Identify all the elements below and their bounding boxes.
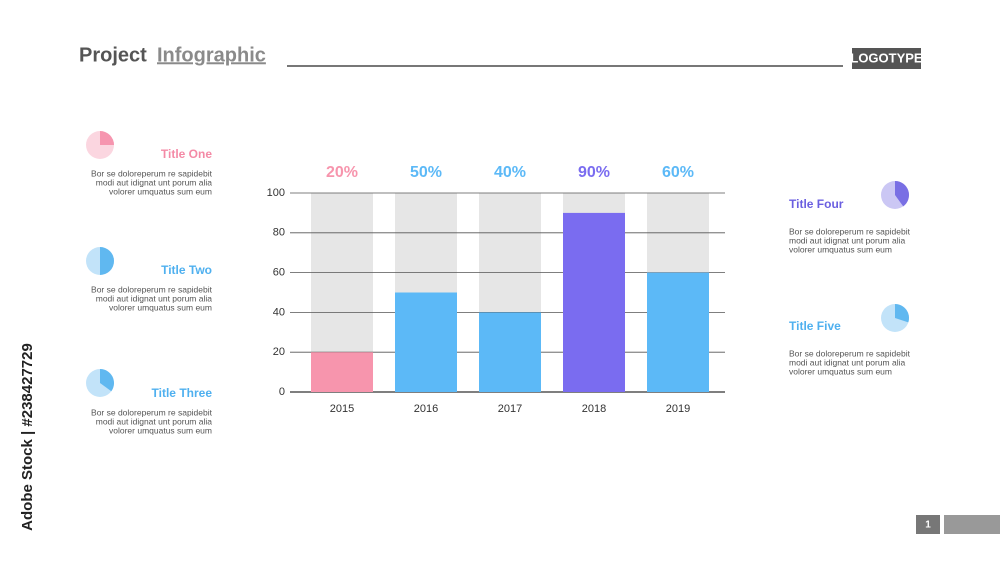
bar bbox=[647, 272, 709, 392]
value-label: 50% bbox=[410, 164, 442, 181]
bar bbox=[311, 352, 373, 392]
item-title: Title Two bbox=[161, 263, 212, 277]
item-text: modi aut idignat unt porum alia bbox=[96, 416, 213, 426]
title-word: Infographic bbox=[157, 44, 266, 66]
bar bbox=[563, 212, 625, 392]
y-tick-label: 100 bbox=[267, 187, 285, 199]
item-title: Title Four bbox=[789, 197, 844, 211]
y-tick-label: 40 bbox=[273, 306, 285, 318]
page-box bbox=[916, 515, 940, 534]
value-label: 40% bbox=[494, 164, 526, 181]
value-label: 60% bbox=[662, 164, 694, 181]
value-label: 90% bbox=[578, 164, 610, 181]
item-text: Bor se doloreperum re sapidebit bbox=[91, 407, 213, 417]
item-text: modi aut idignat unt porum alia bbox=[789, 357, 906, 367]
item-text: Bor se doloreperum re sapidebit bbox=[91, 284, 213, 294]
x-tick-label: 2019 bbox=[666, 403, 690, 415]
bar bbox=[395, 292, 457, 392]
footer-bar bbox=[944, 515, 1000, 534]
item-title: Title Three bbox=[152, 386, 213, 400]
watermark: Adobe Stock | #238427729 bbox=[19, 343, 36, 531]
bar bbox=[479, 312, 541, 392]
item-text: modi aut idignat unt porum alia bbox=[96, 293, 213, 303]
pie-icon-slice bbox=[895, 304, 909, 323]
pie-icon-slice bbox=[895, 181, 909, 207]
y-tick-label: 20 bbox=[273, 346, 285, 358]
x-tick-label: 2016 bbox=[414, 403, 438, 415]
y-tick-label: 80 bbox=[273, 227, 285, 239]
title-word: Project bbox=[79, 44, 147, 66]
item-text: modi aut idignat unt porum alia bbox=[96, 177, 213, 187]
x-tick-label: 2015 bbox=[330, 403, 354, 415]
pie-icon-slice bbox=[100, 247, 114, 275]
pie-icon-slice bbox=[100, 369, 115, 392]
pie-icon-slice bbox=[100, 131, 114, 145]
item-text: Bor se doloreperum re sapidebit bbox=[91, 168, 213, 178]
logotype: LOGOTYPE bbox=[850, 50, 923, 65]
logo-box bbox=[852, 48, 921, 69]
y-tick-label: 60 bbox=[273, 267, 285, 279]
item-text: volorer umquatus sum eum bbox=[109, 425, 212, 435]
item-text: Bor se doloreperum re sapidebit bbox=[789, 348, 911, 358]
item-text: volorer umquatus sum eum bbox=[789, 366, 892, 376]
item-text: modi aut idignat unt porum alia bbox=[789, 235, 906, 245]
item-title: Title One bbox=[161, 147, 212, 161]
item-text: Bor se doloreperum re sapidebit bbox=[789, 226, 911, 236]
y-tick-label: 0 bbox=[279, 386, 285, 398]
item-text: volorer umquatus sum eum bbox=[789, 244, 892, 254]
page-number: 1 bbox=[925, 520, 931, 531]
x-tick-label: 2018 bbox=[582, 403, 606, 415]
item-text: volorer umquatus sum eum bbox=[109, 186, 212, 196]
item-text: volorer umquatus sum eum bbox=[109, 302, 212, 312]
value-label: 20% bbox=[326, 164, 358, 181]
item-title: Title Five bbox=[789, 319, 841, 333]
x-tick-label: 2017 bbox=[498, 403, 522, 415]
